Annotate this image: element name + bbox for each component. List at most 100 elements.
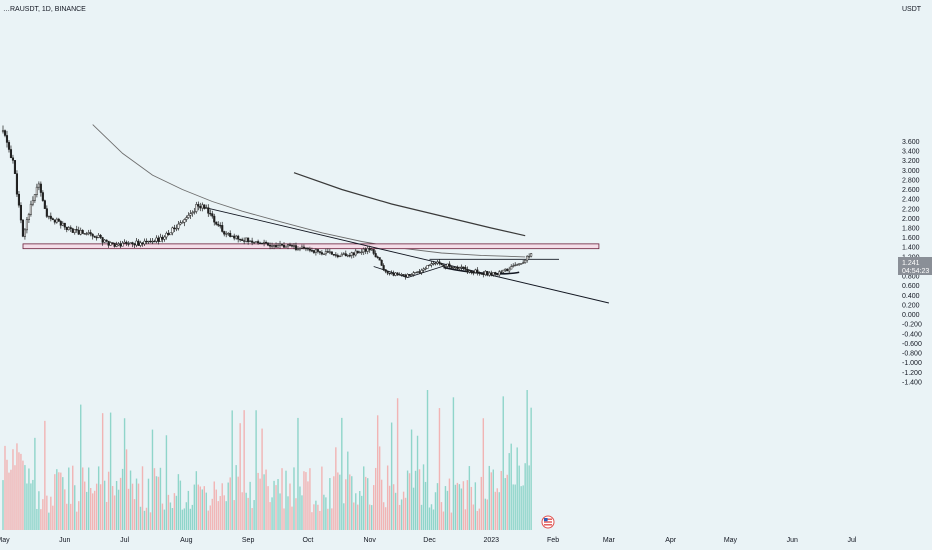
candle-body	[231, 235, 234, 238]
candle-body	[97, 234, 100, 238]
candle-body	[63, 222, 66, 228]
price-tick-label: 1.600	[902, 235, 920, 242]
candle-body	[366, 248, 369, 252]
volume-bar	[229, 477, 231, 530]
time-tick-label: 2023	[483, 537, 499, 544]
volume-bar	[388, 485, 391, 530]
volume-bar	[101, 413, 104, 530]
volume-bar	[149, 512, 152, 530]
candle-body	[480, 273, 483, 275]
candle-body	[125, 241, 128, 244]
volume-bar	[436, 483, 439, 530]
volume-bar	[363, 466, 365, 530]
volume-bar	[512, 484, 514, 530]
volume-bar	[175, 495, 178, 530]
candle-body	[420, 269, 423, 273]
candle-body	[59, 221, 62, 226]
candle-body	[215, 221, 218, 225]
candle-body	[360, 251, 363, 253]
volume-bar	[528, 465, 530, 530]
volume-bar	[466, 480, 469, 530]
candle-body	[482, 273, 485, 276]
moving-average-line	[92, 124, 526, 258]
candle-body	[452, 266, 455, 269]
drawings-layer[interactable]	[22, 205, 610, 304]
candle-body	[93, 235, 96, 238]
price-axis[interactable]: 3.600 3.400 3.200 3.000 2.800 2.600 2.400 2.200…	[902, 139, 922, 387]
volume-bar	[50, 496, 52, 530]
volume-bar	[319, 510, 321, 530]
candle-body	[340, 253, 343, 257]
candle-body	[103, 239, 106, 243]
flag-stripe-red	[544, 518, 552, 520]
time-axis[interactable]: May Jun Jul Aug Sep Oct Nov Dec 2023 Feb Mar Apr May…	[0, 537, 857, 544]
candle-body	[71, 228, 74, 233]
volume-bar	[193, 484, 196, 530]
candle-body	[11, 157, 15, 161]
candle-body	[21, 219, 24, 237]
volume-bar	[171, 508, 174, 530]
candle-body	[267, 242, 270, 246]
volume-bar	[179, 480, 182, 530]
volume-bar	[374, 467, 377, 530]
candle-body	[278, 243, 282, 246]
volume-bar	[522, 485, 524, 530]
volume-bar	[159, 467, 162, 530]
volume-bar	[462, 481, 465, 530]
candle-body	[55, 218, 58, 223]
candle-body	[263, 241, 266, 244]
candle-body	[105, 239, 108, 242]
volume-bar	[2, 480, 4, 530]
candle-body	[504, 268, 507, 271]
volume-bar	[155, 476, 158, 530]
candle-body	[288, 244, 292, 246]
volume-bar	[398, 504, 401, 530]
candle-body	[444, 265, 447, 268]
volume-bar	[464, 509, 467, 530]
volume-bar	[237, 476, 239, 530]
time-tick-label: Nov	[363, 537, 376, 544]
candle-body	[163, 236, 166, 240]
candle-body	[426, 265, 429, 269]
candle-body	[209, 213, 212, 215]
volume-bar	[163, 509, 166, 530]
price-tick-label: 3.000	[902, 168, 920, 175]
price-tick-label: -0.200	[902, 322, 922, 329]
candle-body	[131, 242, 134, 245]
volume-bar	[48, 512, 50, 530]
candle-body	[149, 240, 152, 243]
candle-body	[350, 252, 353, 256]
volume-bar	[422, 464, 425, 530]
volume-bar	[91, 493, 94, 530]
volume-bar	[233, 500, 235, 530]
volume-bar	[339, 474, 341, 530]
price-tick-label: 1.800	[902, 226, 920, 233]
volume-bar	[498, 492, 500, 530]
candle-body	[354, 250, 357, 256]
candle-body	[161, 236, 164, 240]
candle-body	[432, 263, 435, 265]
candle-body	[211, 213, 214, 217]
candle-body	[284, 245, 288, 248]
volume-bar	[490, 472, 492, 530]
volume-bar	[22, 460, 24, 530]
volume-bar	[72, 465, 74, 530]
time-tick-label: May	[724, 537, 738, 544]
volume-bar	[12, 449, 14, 530]
candle-body	[271, 245, 274, 247]
volume-bar	[420, 504, 423, 530]
volume-bar	[28, 468, 30, 530]
us-flag-icon[interactable]	[541, 515, 555, 529]
candle-body	[510, 266, 513, 270]
candle-body	[241, 239, 244, 241]
volume-bar	[241, 492, 243, 530]
volume-bar	[26, 483, 28, 530]
volume-bar	[16, 443, 18, 530]
volume-bar	[82, 467, 84, 530]
candle-body	[77, 229, 80, 235]
candle-body	[524, 259, 527, 263]
volume-bar	[117, 489, 120, 530]
volume-bar	[167, 494, 170, 530]
candle-body	[520, 263, 523, 265]
volume-bar	[448, 478, 451, 530]
